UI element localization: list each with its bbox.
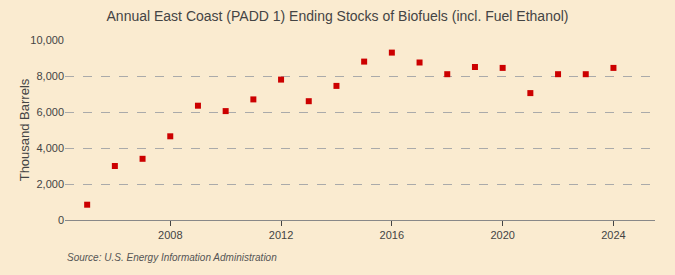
svg-text:2020: 2020 bbox=[490, 229, 514, 241]
svg-text:Source: U.S. Energy Informatio: Source: U.S. Energy Information Administ… bbox=[67, 252, 277, 263]
svg-text:Thousand Barrels: Thousand Barrels bbox=[17, 78, 32, 181]
svg-text:Annual East Coast (PADD 1) End: Annual East Coast (PADD 1) Ending Stocks… bbox=[107, 8, 569, 24]
svg-text:4,000: 4,000 bbox=[36, 142, 64, 154]
svg-text:2016: 2016 bbox=[380, 229, 404, 241]
svg-text:10,000: 10,000 bbox=[30, 34, 64, 46]
svg-text:8,000: 8,000 bbox=[36, 70, 64, 82]
svg-text:6,000: 6,000 bbox=[36, 106, 64, 118]
svg-text:0: 0 bbox=[58, 214, 64, 226]
svg-text:2008: 2008 bbox=[158, 229, 182, 241]
svg-text:2024: 2024 bbox=[601, 229, 625, 241]
svg-text:2012: 2012 bbox=[269, 229, 293, 241]
svg-text:2,000: 2,000 bbox=[36, 178, 64, 190]
